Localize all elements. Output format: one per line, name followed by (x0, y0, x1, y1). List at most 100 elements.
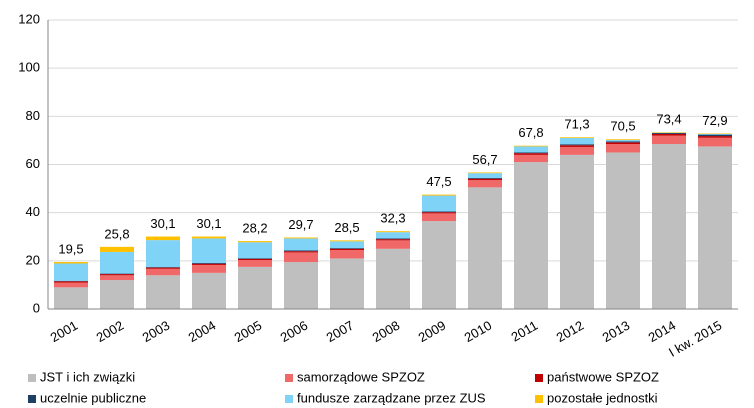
bar-segment (330, 258, 364, 309)
legend-swatch (285, 374, 293, 382)
bar-segment (238, 258, 272, 259)
bar-segment (560, 137, 594, 139)
bar-segment (100, 251, 134, 274)
legend-label: państwowe SPZOZ (547, 369, 659, 384)
data-label: 30,1 (150, 216, 175, 231)
data-label: 47,5 (426, 174, 451, 189)
bar-segment (146, 240, 180, 268)
bar-segment (468, 178, 502, 181)
bar-segment (192, 263, 226, 264)
x-tick-label: 2005 (232, 318, 265, 345)
bar-segment (560, 138, 594, 145)
bar-segment (238, 241, 272, 243)
data-label: 70,5 (610, 119, 635, 134)
bar-segment (330, 248, 364, 249)
bar-segment (238, 242, 272, 259)
bar-segment (376, 238, 410, 240)
bar-segment (652, 144, 686, 309)
data-label: 30,1 (196, 216, 221, 231)
x-tick-label: 2007 (324, 318, 357, 345)
bar-segment (698, 136, 732, 138)
bar-segment (606, 139, 640, 142)
bar-segment (146, 275, 180, 309)
bar-segment (284, 252, 318, 263)
x-tick-label: 2006 (278, 318, 311, 345)
bar-segment (652, 133, 686, 136)
y-tick-label: 20 (26, 252, 40, 267)
bar-segment (330, 248, 364, 250)
legend-label: JST i ich związki (40, 369, 135, 384)
y-tick-label: 120 (18, 11, 40, 26)
data-label: 67,8 (518, 125, 543, 140)
legend-swatch (28, 374, 36, 382)
x-tick-label: 2013 (600, 318, 633, 345)
bar-segment (284, 237, 318, 239)
y-tick-label: 100 (18, 60, 40, 75)
data-label: 71,3 (564, 117, 589, 132)
legend-label: samorządowe SPZOZ (297, 369, 425, 384)
bar-segment (238, 266, 272, 309)
bar-segment (376, 231, 410, 233)
legend-label: fundusze zarządzane przez ZUS (297, 390, 486, 405)
bar-segment (330, 240, 364, 242)
bar-segment (192, 236, 226, 239)
bar-segment (192, 264, 226, 273)
bar-segment (330, 241, 364, 249)
bar-segment (100, 274, 134, 276)
legend-swatch (28, 395, 36, 403)
bar-segment (376, 240, 410, 249)
x-tick-label: 2003 (140, 318, 173, 345)
bar-segment (468, 180, 502, 188)
bar-segment (146, 267, 180, 269)
data-label: 73,4 (656, 112, 681, 127)
data-label: 28,5 (334, 220, 359, 235)
data-label: 56,7 (472, 152, 497, 167)
data-label: 19,5 (58, 241, 83, 256)
bar-segment (192, 272, 226, 309)
bar-segment (238, 258, 272, 261)
bar-segment (514, 145, 548, 147)
bar-segment (284, 250, 318, 252)
x-tick-label: I kw. 2015 (666, 318, 724, 360)
bar-segment (54, 281, 88, 283)
bar-segment (330, 249, 364, 259)
data-label: 32,3 (380, 211, 405, 226)
bar-segment (560, 146, 594, 155)
data-label: 29,7 (288, 217, 313, 232)
bar-segment (422, 221, 456, 309)
y-tick-label: 40 (26, 204, 40, 219)
bar-segment (560, 154, 594, 309)
bar-segment (376, 248, 410, 309)
bar-segment (54, 263, 88, 281)
bar-segment (422, 195, 456, 212)
data-label: 25,8 (104, 226, 129, 241)
bar-segment (422, 194, 456, 196)
legend-swatch (535, 395, 543, 403)
x-tick-label: 2001 (48, 318, 81, 345)
bar-segment (192, 263, 226, 265)
bar-segment (284, 251, 318, 253)
bar-segment (514, 162, 548, 309)
bar-segment (376, 239, 410, 241)
legend-swatch (535, 374, 543, 382)
bar-segment (146, 236, 180, 241)
data-label: 28,2 (242, 221, 267, 236)
data-label: 72,9 (702, 113, 727, 128)
bar-segment (284, 238, 318, 251)
bar-segment (606, 141, 640, 143)
bar-segment (698, 146, 732, 309)
legend-swatch (285, 395, 293, 403)
bar-segment (422, 212, 456, 214)
y-tick-label: 0 (33, 300, 40, 315)
bar-segment (192, 238, 226, 264)
bar-segment (54, 262, 88, 264)
x-tick-label: 2012 (554, 318, 587, 345)
bar-segment (652, 132, 686, 134)
x-tick-label: 2004 (186, 318, 219, 345)
x-tick-label: 2011 (508, 318, 540, 345)
bar-segment (284, 262, 318, 309)
bar-segment (238, 260, 272, 267)
legend-label: pozostałe jednostki (547, 390, 658, 405)
bar-segment (514, 153, 548, 155)
legend-label: uczelnie publiczne (40, 390, 146, 405)
